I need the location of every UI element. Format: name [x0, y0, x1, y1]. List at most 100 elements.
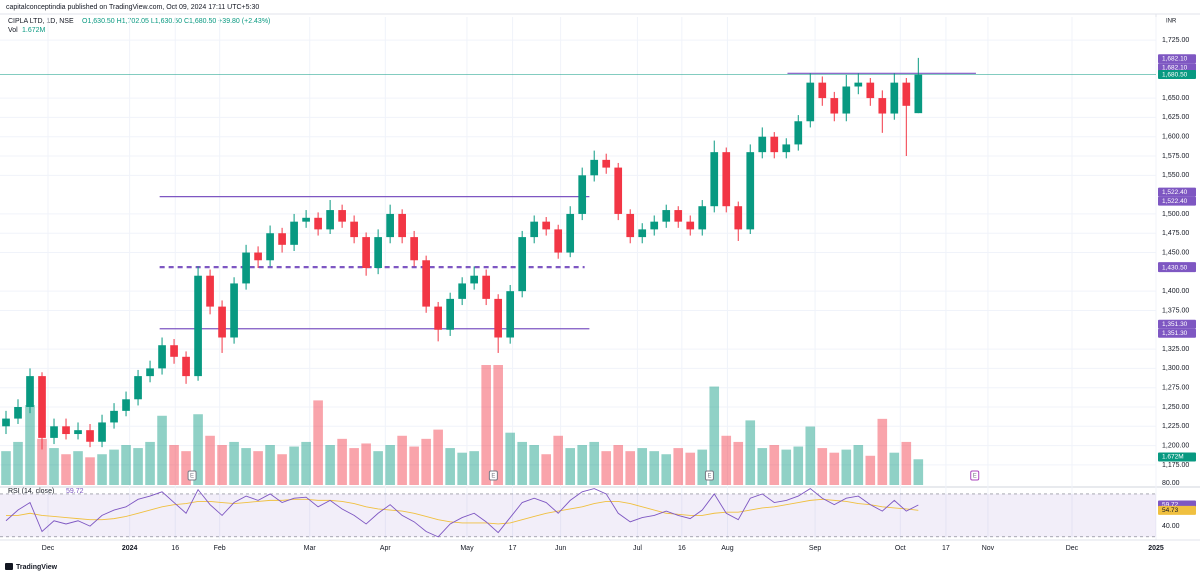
volume-bar: [661, 454, 672, 485]
volume-bar: [805, 426, 816, 485]
volume-bar: [709, 386, 720, 485]
rsi-tick-label: 40.00: [1162, 523, 1180, 530]
level-badge: 1,522.40: [1162, 189, 1188, 196]
volume-bar: [541, 454, 551, 485]
logo: [5, 563, 13, 570]
volume-value: 1.672M: [22, 27, 46, 34]
x-tick-label: 2025: [1148, 545, 1164, 552]
volume-bar: [241, 448, 251, 485]
volume-bar: [685, 452, 696, 485]
candle-body: [218, 306, 226, 338]
candle-body: [614, 167, 623, 214]
level-badge: 1,351.30: [1162, 321, 1188, 328]
candle-body: [374, 237, 382, 268]
candle-body: [662, 210, 671, 222]
candle-body: [74, 430, 82, 435]
y-tick-label: 1,650.00: [1162, 95, 1189, 102]
candle-body: [26, 376, 34, 407]
volume-bar: [913, 459, 924, 485]
y-tick-label: 1,450.00: [1162, 249, 1189, 256]
candle-body: [890, 82, 899, 114]
candle-body: [482, 275, 491, 299]
candle-body: [650, 221, 659, 230]
volume-bar: [781, 449, 792, 485]
volume-bar: [445, 448, 455, 485]
event-label: E: [491, 474, 495, 480]
candle-body: [518, 237, 527, 292]
y-tick-label: 1,375.00: [1162, 307, 1189, 314]
candle-body: [434, 306, 442, 330]
volume-bar: [505, 432, 515, 485]
candle-body: [302, 217, 310, 222]
candle-body: [830, 98, 839, 114]
rsi-ma-badge-bg: [1158, 505, 1196, 515]
y-tick-label: 1,325.00: [1162, 346, 1189, 353]
volume-bar: [865, 455, 876, 485]
volume-bar: [853, 445, 864, 485]
candle-body: [842, 86, 851, 114]
event-marker: [187, 470, 197, 481]
volume-bar: [397, 435, 407, 485]
volume-bar: [109, 449, 119, 485]
volume-bar: [841, 449, 852, 485]
published-note: capitalconceptindia published on Trading…: [6, 4, 259, 11]
x-tick-label: 17: [942, 545, 950, 552]
candle-body: [470, 275, 479, 284]
candle-body: [902, 82, 911, 106]
x-tick-label: Sep: [809, 545, 822, 552]
candle-body: [506, 291, 515, 338]
candle-body: [734, 206, 743, 230]
level-badge: 1,522.40: [1162, 198, 1188, 205]
x-tick-label: Mar: [304, 545, 317, 552]
volume-bar: [349, 448, 359, 485]
volume-bar: [289, 446, 299, 485]
volume-bar: [409, 446, 419, 485]
volume-bar: [721, 435, 732, 485]
volume-bar: [901, 441, 912, 485]
volume-bar: [517, 441, 527, 485]
candle-body: [914, 74, 923, 114]
candle-body: [14, 407, 22, 419]
volume-bar: [145, 441, 155, 485]
volume-bar: [889, 452, 900, 485]
volume-bar: [73, 451, 83, 485]
candle-body: [290, 221, 298, 245]
volume-bar: [613, 445, 624, 485]
candle-body: [38, 376, 46, 438]
y-tick-label: 1,175.00: [1162, 462, 1189, 469]
candle-body: [602, 159, 611, 168]
candle-body: [410, 237, 418, 261]
candle-body: [566, 213, 575, 253]
candle-body: [494, 298, 503, 338]
event-label: E: [707, 474, 711, 480]
volume-bar: [157, 415, 167, 485]
y-tick-label: 1,550.00: [1162, 172, 1189, 179]
volume-bar: [253, 451, 263, 485]
volume-bar: [121, 445, 131, 485]
volume-bar: [769, 445, 780, 485]
volume-bar: [25, 405, 35, 485]
x-tick-label: Dec: [1066, 545, 1079, 552]
level-badge-bg: [1158, 54, 1196, 64]
volume-bar: [301, 441, 311, 485]
volume-badge-bg: [1158, 452, 1196, 462]
candle-body: [50, 426, 58, 438]
candle-body: [554, 229, 563, 253]
x-tick-label: Jul: [633, 545, 642, 552]
candle-body: [758, 136, 767, 153]
volume-bar: [625, 451, 636, 485]
y-tick-label: 1,600.00: [1162, 134, 1189, 141]
candle-body: [806, 82, 815, 122]
event-label: E: [190, 474, 194, 480]
level-badge-bg: [1158, 328, 1196, 338]
candle-body: [314, 217, 322, 230]
event-marker: [704, 470, 714, 481]
y-tick-label: 1,250.00: [1162, 404, 1189, 411]
x-tick-label: Feb: [214, 545, 226, 552]
candle-body: [674, 210, 683, 222]
volume-bar: [553, 435, 563, 485]
volume-bar: [49, 448, 59, 485]
candle-body: [458, 283, 467, 299]
volume-bar: [181, 451, 191, 485]
